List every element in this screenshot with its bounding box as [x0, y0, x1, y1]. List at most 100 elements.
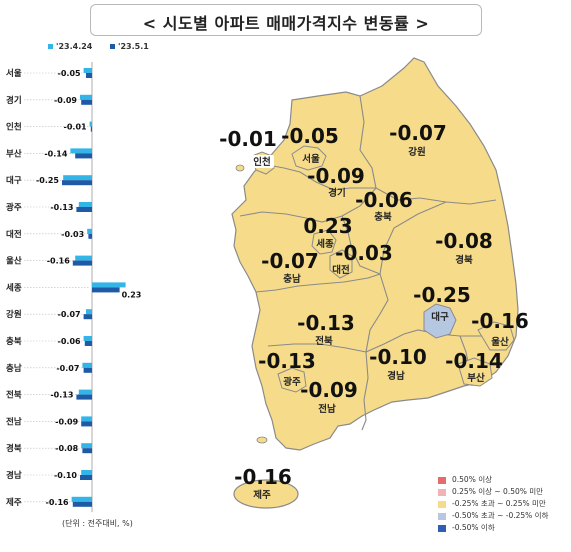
map-value-chungnam: -0.07	[261, 249, 319, 273]
map-sejong	[311, 229, 337, 255]
bar-value-label: -0.16	[46, 498, 69, 507]
map-value-incheon: -0.01	[219, 127, 277, 151]
bar-category-label: 경기	[6, 95, 22, 106]
bar-series-1	[86, 309, 92, 315]
map-labels: -0.01 인천 -0.05 서울 -0.09 경기 -0.07 강원 -0.0…	[219, 121, 529, 501]
unit-note: (단위 : 전주대비, %)	[62, 519, 133, 528]
bar-series-1	[70, 148, 92, 154]
bar-category-label: 전북	[6, 390, 22, 401]
bar-value-label: -0.01	[64, 123, 87, 132]
bar-series-2	[80, 475, 92, 480]
map-name-busan: 부산	[467, 372, 485, 384]
bar-value-label: -0.13	[50, 203, 73, 212]
bar-category-label: 제주	[6, 497, 22, 508]
map-value-gyeongbuk: -0.08	[435, 229, 493, 253]
bar-series-2	[76, 207, 92, 212]
map-legend-item: 0.25% 이상 ~ 0.50% 미만	[438, 486, 548, 498]
bar-series-2	[81, 99, 92, 105]
legend-swatch-series-1	[48, 44, 53, 49]
bar-series-1	[92, 282, 126, 288]
bar-series-1	[80, 94, 92, 100]
bar-value-label: -0.05	[58, 69, 81, 78]
map-name-gyeongbuk: 경북	[455, 254, 473, 266]
bar-series-2	[82, 448, 92, 454]
bar-series-2	[92, 287, 120, 293]
map-name-gyeongnam: 경남	[387, 370, 405, 382]
bar-series-2	[76, 394, 92, 400]
bar-series-1	[78, 202, 92, 207]
map-island-2	[256, 436, 268, 444]
bar-series-1	[81, 443, 92, 449]
map-daegu	[423, 303, 457, 339]
bar-value-label: -0.13	[50, 391, 73, 400]
map-name-daejeon: 대전	[332, 264, 349, 276]
map-legend-item: -0.50% 이하	[438, 522, 548, 534]
bar-series-1	[87, 228, 92, 234]
map-jeju	[233, 479, 299, 509]
map-gwangju	[277, 367, 307, 393]
bar-chart: 서울 -0.05 경기 -0.09 인천 -0.01 부산 -0.14 대구 -0.25 광주 -0.…	[6, 62, 142, 512]
bar-category-label: 충남	[6, 363, 22, 374]
bar-series-1	[83, 68, 92, 73]
page-title: < 시도별 아파트 매매가격지수 변동률 >	[142, 14, 430, 33]
bar-series-2	[81, 421, 92, 427]
bar-series-1	[82, 362, 92, 368]
map-name-chungbuk: 충북	[374, 211, 392, 223]
map-value-gangwon: -0.07	[389, 121, 447, 145]
map-shapes	[231, 57, 519, 509]
map-name-seoul: 서울	[302, 153, 320, 165]
bar-category-label: 인천	[6, 122, 22, 133]
map-island-1	[235, 164, 245, 172]
map-legend-swatch	[438, 524, 446, 532]
bar-category-label: 대구	[6, 175, 22, 186]
bar-value-label: 0.23	[122, 290, 142, 299]
bar-value-label: -0.03	[61, 230, 84, 239]
bar-category-label: 세종	[6, 282, 22, 293]
bar-series-2	[88, 233, 92, 239]
map-name-incheon: 인천	[253, 157, 270, 168]
legend-label-series-1: '23.4.24	[56, 42, 93, 51]
bar-series-1	[89, 121, 92, 127]
bar-category-label: 경남	[6, 470, 22, 481]
map-legend-swatch	[438, 476, 446, 484]
bar-series-2	[72, 501, 92, 507]
map-value-ulsan: -0.16	[471, 309, 529, 333]
map-name-jeonnam: 전남	[318, 403, 336, 415]
map-name-sejong: 세종	[316, 238, 334, 250]
map-value-gwangju: -0.13	[258, 349, 316, 373]
map-value-jeonnam: -0.09	[300, 378, 358, 402]
map-name-ulsan: 울산	[491, 336, 509, 348]
bar-category-label: 대전	[6, 229, 22, 240]
map-value-jeju: -0.16	[234, 465, 292, 489]
bar-value-label: -0.06	[58, 337, 81, 346]
map-value-jeonbuk: -0.13	[297, 311, 355, 335]
bar-series-1	[71, 496, 92, 502]
map-value-busan: -0.14	[445, 349, 503, 373]
map-legend-item: -0.25% 초과 ~ 0.25% 미만	[438, 498, 548, 510]
bar-value-label: -0.07	[56, 364, 79, 373]
bar-value-label: -0.08	[55, 444, 78, 453]
map-ulsan	[477, 321, 515, 351]
map-legend-label: -0.50% 이하	[452, 523, 495, 532]
bar-category-label: 경북	[6, 443, 22, 454]
map-value-gyeongnam: -0.10	[369, 345, 427, 369]
bar-series-2	[72, 260, 92, 266]
bar-value-label: -0.25	[36, 176, 59, 185]
map-name-daegu: 대구	[431, 311, 449, 323]
bar-category-label: 충북	[6, 336, 22, 347]
bar-series-1	[81, 470, 92, 475]
bar-series-2	[90, 126, 92, 132]
map-legend-swatch	[438, 488, 446, 496]
bar-series-1	[81, 416, 92, 422]
map-legend: 0.50% 이상 0.25% 이상 ~ 0.50% 미만 -0.25% 초과 ~…	[438, 474, 548, 534]
map-name-gangwon: 강원	[408, 146, 425, 158]
bar-series-2	[75, 153, 92, 159]
map-legend-item: -0.50% 초과 ~ -0.25% 이하	[438, 510, 548, 522]
map-seoul	[291, 145, 327, 171]
map-value-daejeon: -0.03	[335, 241, 393, 265]
map-name-chungnam: 충남	[283, 273, 301, 285]
bar-series-2	[62, 180, 92, 186]
bar-value-label: -0.09	[55, 417, 78, 426]
legend-swatch-series-2	[110, 44, 115, 49]
